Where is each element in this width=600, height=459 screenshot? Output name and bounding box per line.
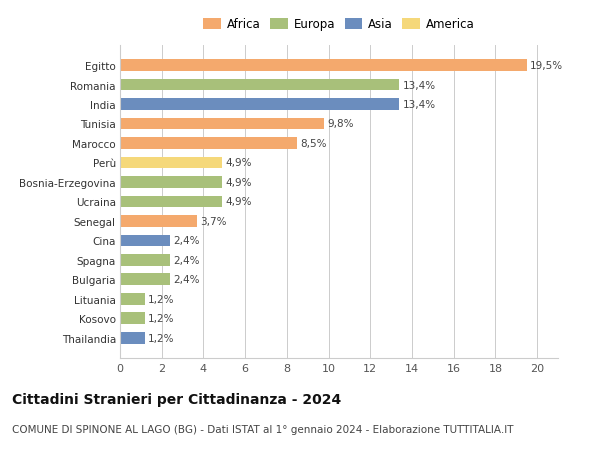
Bar bbox=[120, 177, 222, 188]
Bar bbox=[120, 254, 170, 266]
Text: 13,4%: 13,4% bbox=[403, 80, 436, 90]
Text: 4,9%: 4,9% bbox=[226, 197, 252, 207]
Text: 8,5%: 8,5% bbox=[301, 139, 327, 149]
Bar bbox=[120, 235, 170, 246]
Bar bbox=[120, 157, 222, 169]
Text: 4,9%: 4,9% bbox=[226, 178, 252, 188]
Bar bbox=[120, 332, 145, 344]
Bar bbox=[120, 293, 145, 305]
Text: 2,4%: 2,4% bbox=[173, 236, 200, 246]
Bar bbox=[120, 118, 325, 130]
Text: 1,2%: 1,2% bbox=[148, 333, 175, 343]
Bar bbox=[120, 313, 145, 325]
Bar bbox=[120, 196, 222, 208]
Text: 9,8%: 9,8% bbox=[328, 119, 354, 129]
Text: 3,7%: 3,7% bbox=[200, 216, 227, 226]
Legend: Africa, Europa, Asia, America: Africa, Europa, Asia, America bbox=[201, 16, 477, 34]
Text: 4,9%: 4,9% bbox=[226, 158, 252, 168]
Text: 19,5%: 19,5% bbox=[530, 61, 563, 71]
Bar bbox=[120, 216, 197, 227]
Text: 1,2%: 1,2% bbox=[148, 294, 175, 304]
Bar bbox=[120, 274, 170, 285]
Text: 2,4%: 2,4% bbox=[173, 274, 200, 285]
Text: 2,4%: 2,4% bbox=[173, 255, 200, 265]
Bar bbox=[120, 60, 527, 72]
Bar bbox=[120, 79, 400, 91]
Text: COMUNE DI SPINONE AL LAGO (BG) - Dati ISTAT al 1° gennaio 2024 - Elaborazione TU: COMUNE DI SPINONE AL LAGO (BG) - Dati IS… bbox=[12, 425, 514, 435]
Text: Cittadini Stranieri per Cittadinanza - 2024: Cittadini Stranieri per Cittadinanza - 2… bbox=[12, 392, 341, 406]
Text: 13,4%: 13,4% bbox=[403, 100, 436, 110]
Bar bbox=[120, 138, 297, 150]
Bar bbox=[120, 99, 400, 111]
Text: 1,2%: 1,2% bbox=[148, 313, 175, 324]
